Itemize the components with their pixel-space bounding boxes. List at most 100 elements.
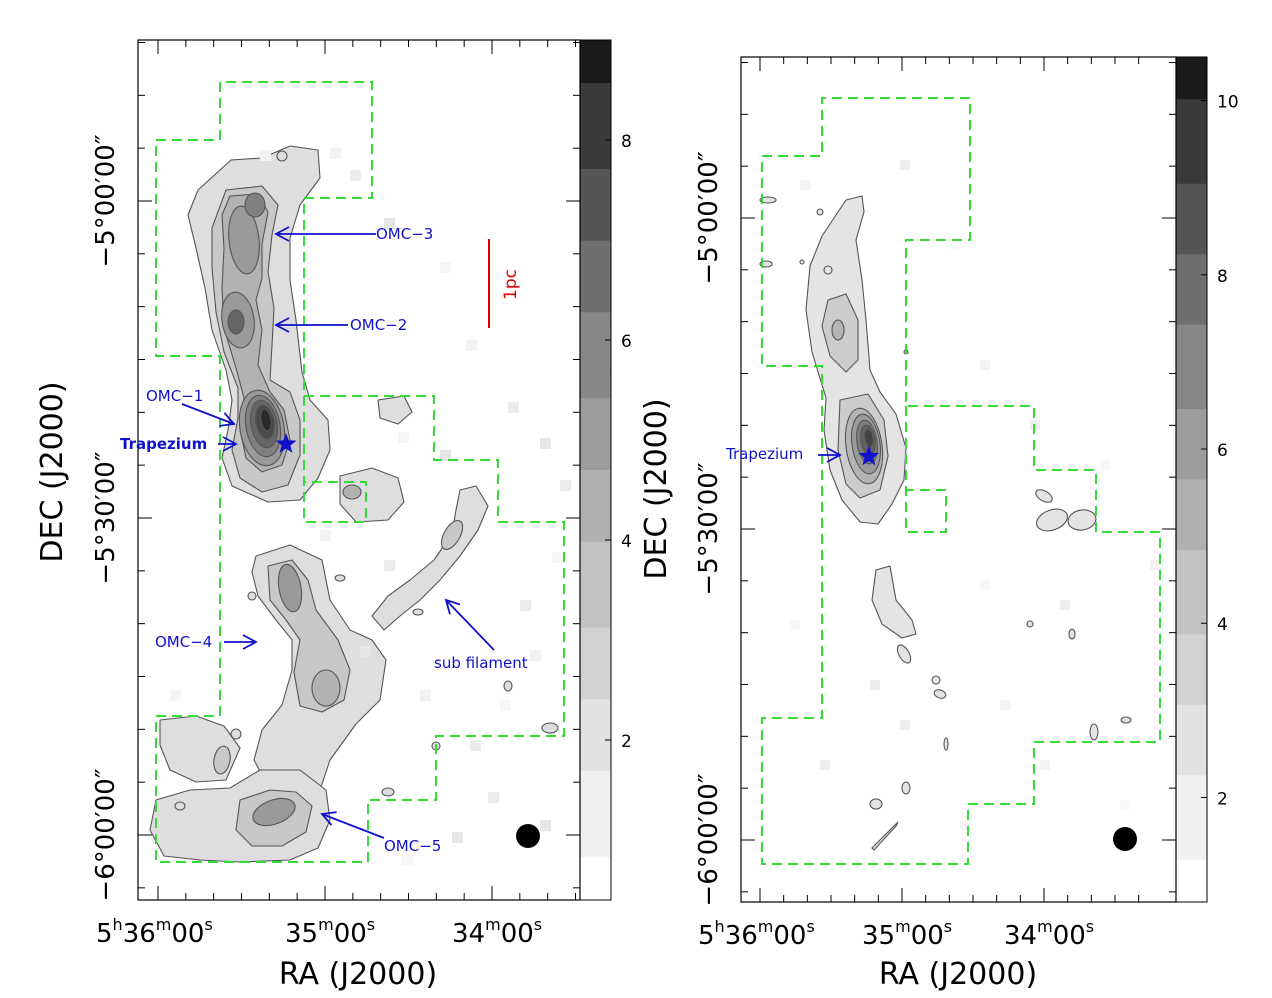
right-colorbar-step (1176, 676, 1207, 692)
right-noise-pixel (1060, 600, 1070, 610)
left-colorbar-step (580, 355, 611, 371)
left-colorbar-step (580, 541, 611, 557)
left-ytick-label: −5°00′00″ (91, 134, 121, 267)
left-colorbar-step (580, 412, 611, 428)
scale-bar-label: 1pc (501, 269, 521, 300)
right-survey-boundary (761, 97, 1161, 865)
left-panel-ylabel: DEC (J2000) (35, 381, 70, 562)
right-colorbar-step (1176, 690, 1207, 706)
left-colorbar-step (580, 255, 611, 270)
right-colorbar-step (1176, 423, 1207, 438)
left-colorbar-step (580, 197, 611, 213)
right-contour-small (759, 196, 777, 204)
left-contour-east-1 (339, 467, 405, 523)
left-colorbar-step (580, 455, 611, 471)
right-contour-small (1026, 620, 1034, 628)
left-arrow-subfilament-shaft (445, 599, 495, 651)
left-colorbar-step (580, 83, 611, 98)
right-panel-ylabel: DEC (J2000) (639, 398, 674, 579)
left-colorbar-step (580, 154, 611, 170)
right-colorbar-step (1176, 141, 1207, 157)
left-contour-east-3 (377, 395, 413, 425)
right-colorbar-step (1176, 71, 1207, 86)
right-ytick-label: −5°00′00″ (694, 151, 724, 284)
left-contour-subfil-2 (440, 520, 464, 550)
right-contour-streak (871, 821, 899, 851)
left-noise-pixel (384, 560, 395, 571)
left-colorbar-step (580, 226, 611, 242)
left-colorbar-step (580, 341, 611, 356)
left-annotation-omc-3: OMC−3 (376, 225, 433, 243)
right-noise-pixel (870, 680, 880, 690)
left-colorbar-step (580, 570, 611, 586)
left-contour-small (276, 150, 288, 162)
right-colorbar-step (1176, 564, 1207, 579)
left-colorbar-step (580, 384, 611, 399)
right-colorbar-step (1176, 493, 1207, 509)
right-colorbar-step (1176, 127, 1207, 143)
left-noise-pixel (452, 832, 463, 843)
left-panel-xlabel: RA (J2000) (279, 957, 437, 992)
right-colorbar-step (1176, 733, 1207, 748)
left-arrow-omc2-head (274, 317, 290, 333)
left-ytick-label: −6°00′00″ (91, 768, 121, 901)
left-colorbar-step (580, 842, 611, 858)
left-colorbar-step (580, 183, 611, 199)
right-colorbar-step (1176, 648, 1207, 664)
left-noise-pixel (466, 340, 477, 351)
right-contour-small (1089, 723, 1099, 741)
left-noise-pixel (398, 432, 409, 443)
right-noise-pixel (790, 620, 800, 630)
right-contour-small (901, 781, 911, 795)
left-contour-small (230, 728, 242, 740)
right-colorbar-step (1176, 549, 1207, 565)
left-contour-small (247, 591, 257, 601)
left-colorbar-step (580, 584, 611, 600)
right-noise-pixel (960, 820, 970, 830)
right-noise-pixel (1100, 460, 1110, 470)
left-colorbar-step (580, 498, 611, 514)
right-contour-core-6 (864, 428, 874, 448)
left-annotation-trapezium: Trapezium (120, 435, 207, 453)
right-colorbar-step (1176, 268, 1207, 283)
left-contour-small (381, 787, 395, 797)
left-colorbar-step (580, 685, 611, 700)
left-noise-pixel (440, 450, 451, 461)
left-colorbar-tick-label: 4 (621, 532, 632, 552)
right-annotation-trapezium: Trapezium (725, 445, 803, 463)
right-colorbar-step (1176, 352, 1207, 368)
left-survey-boundary-inner (303, 396, 367, 523)
left-contour-small (541, 722, 559, 734)
right-colorbar-step (1176, 155, 1207, 171)
left-annotation-omc-5: OMC−5 (384, 837, 441, 855)
right-colorbar-step (1176, 183, 1207, 199)
right-colorbar-step (1176, 578, 1207, 593)
left-arrow-subfilament-head (444, 598, 461, 615)
right-noise-pixel (1000, 700, 1010, 710)
left-colorbar-tick-label: 8 (621, 132, 632, 152)
left-colorbar-tick-label: 6 (621, 332, 632, 352)
left-ytick-label: −5°30′00″ (91, 451, 121, 584)
right-colorbar-step (1176, 85, 1207, 100)
right-colorbar-step (1176, 845, 1207, 861)
left-colorbar-step (580, 40, 611, 55)
left-colorbar-step (580, 785, 611, 801)
left-arrow-trapezium-head (222, 436, 238, 452)
right-colorbar-step (1176, 592, 1207, 607)
right-colorbar-step (1176, 521, 1207, 537)
right-colorbar-step (1176, 817, 1207, 833)
right-contour-north-peak (831, 319, 845, 341)
left-colorbar-step (580, 670, 611, 686)
right-colorbar-step (1176, 704, 1207, 720)
left-noise-pixel (330, 148, 341, 159)
right-ytick-label: −6°00′00″ (694, 773, 724, 906)
right-noise-pixel (820, 760, 830, 770)
right-colorbar-step (1176, 57, 1207, 72)
left-colorbar-step (580, 728, 611, 743)
right-noise-pixel (980, 360, 990, 370)
left-noise-pixel (500, 700, 511, 711)
left-contour-small (174, 801, 186, 811)
right-plot-area (741, 57, 1176, 902)
right-contour-small (1067, 509, 1097, 531)
left-colorbar-step (580, 756, 611, 772)
